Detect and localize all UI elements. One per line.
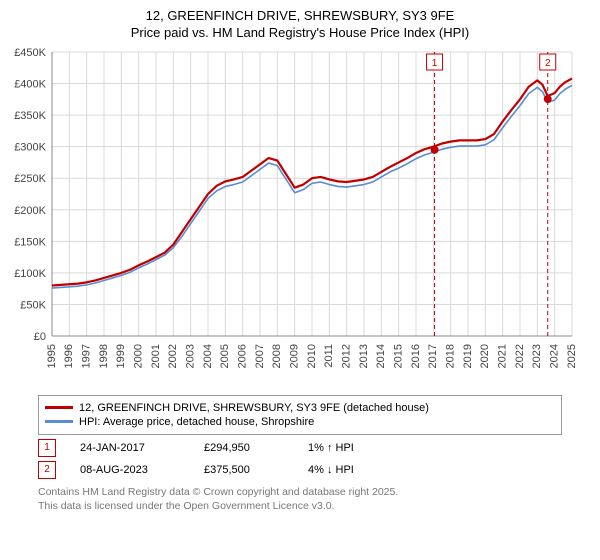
svg-text:£300K: £300K: [14, 141, 46, 153]
sale-date: 08-AUG-2023: [80, 464, 180, 476]
svg-text:2001: 2001: [150, 344, 162, 368]
svg-text:£100K: £100K: [14, 268, 46, 280]
svg-text:2: 2: [545, 58, 551, 69]
svg-text:2006: 2006: [237, 344, 249, 368]
legend-swatch: [45, 420, 73, 423]
svg-text:2011: 2011: [323, 344, 335, 368]
legend-swatch: [45, 406, 73, 409]
svg-text:£250K: £250K: [14, 173, 46, 185]
sale-price: £294,950: [204, 442, 284, 454]
svg-text:2016: 2016: [410, 344, 422, 368]
sale-delta: 4% ↓ HPI: [308, 464, 408, 476]
svg-text:2014: 2014: [375, 344, 387, 368]
svg-text:2009: 2009: [289, 344, 301, 368]
svg-text:1997: 1997: [81, 344, 93, 368]
svg-text:2000: 2000: [133, 344, 145, 368]
svg-text:£0: £0: [34, 331, 46, 343]
chart-container: £0 £50K £100K £150K £200K £250K £300K £350K £400…: [8, 46, 592, 389]
title-address: 12, GREENFINCH DRIVE, SHREWSBURY, SY3 9F…: [8, 8, 592, 25]
sale-row: 2 08-AUG-2023 £375,500 4% ↓ HPI: [38, 461, 562, 479]
svg-text:£200K: £200K: [14, 205, 46, 217]
footer-line-1: Contains HM Land Registry data © Crown c…: [38, 485, 562, 499]
svg-text:2007: 2007: [254, 344, 266, 368]
svg-text:2005: 2005: [219, 344, 231, 368]
svg-text:2023: 2023: [531, 344, 543, 368]
svg-text:2025: 2025: [566, 344, 578, 368]
legend-label: HPI: Average price, detached house, Shro…: [79, 416, 314, 428]
svg-text:£450K: £450K: [14, 47, 46, 59]
svg-text:2015: 2015: [393, 344, 405, 368]
svg-text:2024: 2024: [549, 344, 561, 368]
svg-text:1999: 1999: [115, 344, 127, 368]
svg-text:2013: 2013: [358, 344, 370, 368]
svg-text:£50K: £50K: [20, 299, 46, 311]
sale-price: £375,500: [204, 464, 284, 476]
svg-text:2003: 2003: [185, 344, 197, 368]
sale-row: 1 24-JAN-2017 £294,950 1% ↑ HPI: [38, 439, 562, 457]
svg-text:2008: 2008: [271, 344, 283, 368]
svg-text:2022: 2022: [514, 344, 526, 368]
svg-text:2004: 2004: [202, 344, 214, 368]
legend: 12, GREENFINCH DRIVE, SHREWSBURY, SY3 9F…: [38, 395, 562, 435]
svg-text:2021: 2021: [497, 344, 509, 368]
sale-date: 24-JAN-2017: [80, 442, 180, 454]
svg-text:2017: 2017: [427, 344, 439, 368]
svg-text:2018: 2018: [445, 344, 457, 368]
sale-marker-icon: 2: [38, 461, 56, 479]
svg-text:1996: 1996: [63, 344, 75, 368]
sales-table: 1 24-JAN-2017 £294,950 1% ↑ HPI 2 08-AUG-2023…: [38, 439, 562, 479]
footer-line-2: This data is licensed under the Open Gov…: [38, 499, 562, 513]
svg-text:1: 1: [432, 58, 438, 69]
footer-attribution: Contains HM Land Registry data © Crown c…: [38, 485, 562, 513]
svg-text:£400K: £400K: [14, 78, 46, 90]
price-chart: £0 £50K £100K £150K £200K £250K £300K £350K £400…: [8, 46, 592, 386]
svg-text:£350K: £350K: [14, 110, 46, 122]
title-subtitle: Price paid vs. HM Land Registry's House …: [8, 25, 592, 42]
svg-text:1995: 1995: [46, 344, 58, 368]
svg-text:1998: 1998: [98, 344, 110, 368]
legend-item: 12, GREENFINCH DRIVE, SHREWSBURY, SY3 9F…: [45, 402, 555, 414]
legend-label: 12, GREENFINCH DRIVE, SHREWSBURY, SY3 9F…: [79, 402, 429, 414]
sale-marker-icon: 1: [38, 439, 56, 457]
svg-text:2010: 2010: [306, 344, 318, 368]
legend-item: HPI: Average price, detached house, Shro…: [45, 416, 555, 428]
svg-text:2012: 2012: [341, 344, 353, 368]
sale-delta: 1% ↑ HPI: [308, 442, 408, 454]
svg-text:2019: 2019: [462, 344, 474, 368]
chart-title: 12, GREENFINCH DRIVE, SHREWSBURY, SY3 9F…: [8, 8, 592, 42]
svg-text:2002: 2002: [167, 344, 179, 368]
svg-text:2020: 2020: [479, 344, 491, 368]
svg-text:£150K: £150K: [14, 236, 46, 248]
